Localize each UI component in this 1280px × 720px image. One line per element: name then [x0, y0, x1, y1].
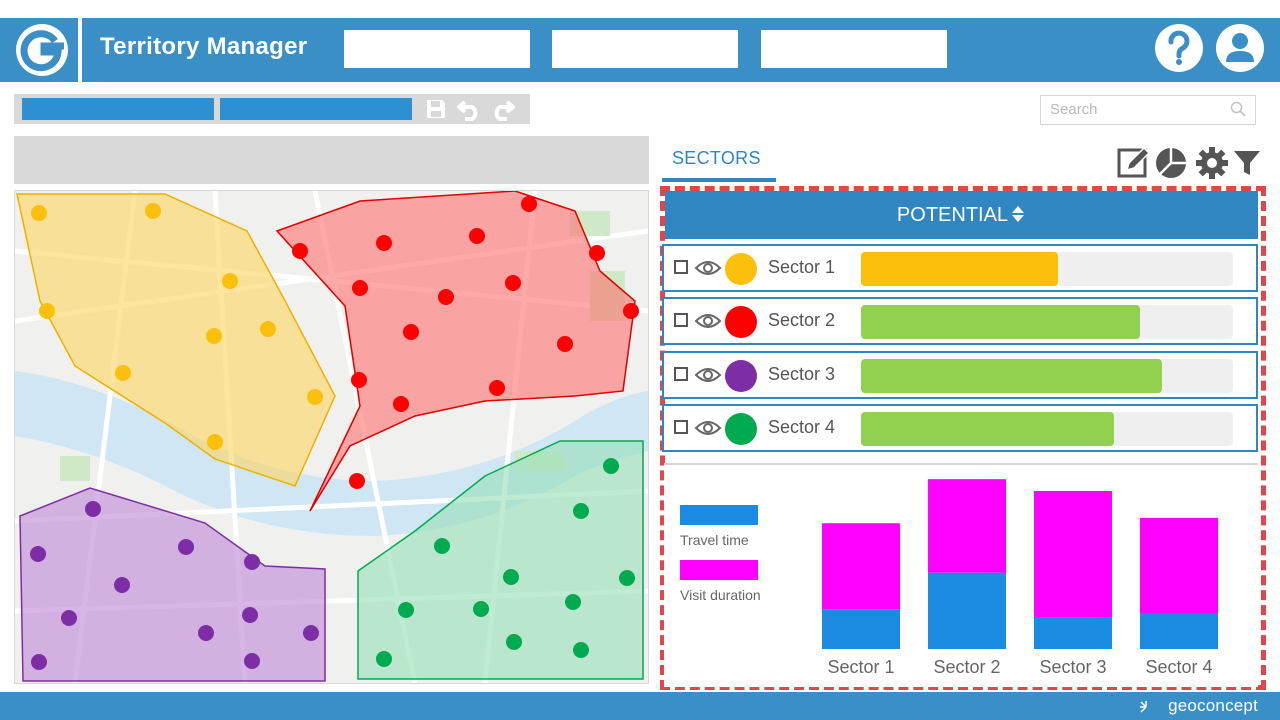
bar-travel-time — [1034, 617, 1112, 649]
sector-color-swatch — [725, 360, 757, 392]
gear-icon[interactable] — [1195, 146, 1229, 185]
sector-row[interactable]: Sector 1 — [662, 244, 1258, 292]
sector-4-polygon[interactable] — [357, 440, 644, 680]
sector-name: Sector 3 — [768, 364, 836, 384]
x-tick-label: Sector 4 — [1145, 657, 1212, 677]
sector-checkbox[interactable] — [674, 260, 688, 274]
territory-map[interactable] — [14, 190, 649, 684]
sector-2-polygon[interactable] — [275, 190, 636, 512]
potential-bar-track — [861, 305, 1233, 339]
potential-bar-track — [861, 252, 1233, 286]
potential-bar-fill — [861, 359, 1163, 393]
sector-row[interactable]: Sector 4 — [662, 404, 1258, 452]
filter-icon[interactable] — [1232, 148, 1262, 183]
potential-bar-fill — [861, 412, 1114, 446]
sector-checkbox[interactable] — [674, 367, 688, 381]
app-logo[interactable] — [6, 18, 76, 82]
user-account-button[interactable] — [1216, 24, 1264, 72]
edit-icon[interactable] — [1117, 146, 1151, 185]
bar-visit-duration — [822, 523, 900, 610]
potential-header-label: POTENTIAL — [896, 204, 1009, 226]
sector-name: Sector 4 — [768, 417, 836, 437]
x-tick-label: Sector 3 — [1039, 657, 1106, 677]
sector-1-customers — [31, 203, 323, 450]
sector-checkbox[interactable] — [674, 313, 688, 327]
map-canvas[interactable] — [14, 190, 649, 684]
visibility-eye-icon[interactable] — [694, 311, 722, 336]
potential-bar-fill — [861, 305, 1140, 339]
sector-row[interactable]: Sector 3 — [662, 351, 1258, 399]
sector-1-polygon[interactable] — [16, 193, 336, 487]
sector-3-polygon[interactable] — [19, 487, 326, 682]
app-title: Territory Manager — [100, 33, 308, 60]
app-footer — [0, 692, 1280, 720]
header-field-2[interactable] — [552, 30, 738, 68]
bar-travel-time — [822, 609, 900, 649]
user-icon — [1226, 33, 1254, 62]
geoconcept-logo-icon — [1138, 699, 1154, 720]
bar-visit-duration — [928, 479, 1006, 573]
sort-arrows-icon[interactable] — [1010, 204, 1026, 224]
potential-bar-fill — [861, 252, 1059, 286]
sector-color-swatch — [725, 413, 757, 445]
bar-visit-duration — [1034, 490, 1112, 618]
map-title-bar — [14, 136, 649, 184]
search-input[interactable] — [1040, 95, 1256, 125]
legend-label: Travel time — [680, 532, 749, 548]
visibility-eye-icon[interactable] — [694, 365, 722, 390]
sector-4-customers — [376, 458, 635, 667]
pie-chart-icon[interactable] — [1154, 146, 1188, 185]
sector-2-customers — [292, 196, 639, 489]
legend-swatch — [680, 560, 758, 580]
header-field-3[interactable] — [761, 30, 947, 68]
header-divider — [78, 18, 82, 82]
potential-bar-track — [861, 359, 1233, 393]
help-button[interactable] — [1155, 24, 1203, 72]
legend-label: Visit duration — [680, 587, 761, 603]
legend-swatch — [680, 505, 758, 525]
tab-active-indicator — [662, 178, 776, 182]
sector-color-swatch — [725, 253, 757, 285]
sector-name: Sector 1 — [768, 257, 836, 277]
potential-column-header[interactable]: POTENTIAL — [665, 191, 1258, 239]
bar-travel-time — [1140, 613, 1218, 649]
potential-bar-track — [861, 412, 1233, 446]
bar-visit-duration — [1140, 517, 1218, 614]
header-field-1[interactable] — [344, 30, 530, 68]
footer-brand: geoconcept — [1168, 696, 1258, 715]
x-tick-label: Sector 1 — [827, 657, 894, 677]
redo-icon[interactable] — [488, 97, 516, 126]
visibility-eye-icon[interactable] — [694, 418, 722, 443]
visibility-eye-icon[interactable] — [694, 258, 722, 283]
save-icon[interactable] — [424, 97, 448, 126]
logo-g-icon — [16, 24, 68, 76]
search-placeholder: Search — [1050, 101, 1098, 118]
stacked-bar-chart: Travel time Visit duration Sector 1 Sector … — [680, 479, 1218, 677]
x-tick-label: Sector 2 — [933, 657, 1000, 677]
sector-chart-panel: Travel time Visit duration Sector 1 Sector … — [664, 463, 1258, 687]
sector-name: Sector 2 — [768, 310, 836, 330]
sector-checkbox[interactable] — [674, 420, 688, 434]
search-icon[interactable] — [1230, 101, 1246, 122]
undo-icon[interactable] — [456, 97, 484, 126]
question-mark-icon — [1168, 30, 1190, 65]
toolbar-field-2[interactable] — [220, 98, 412, 120]
tab-sectors[interactable]: SECTORS — [672, 148, 761, 168]
sector-color-swatch — [725, 306, 757, 338]
sector-3-customers — [30, 501, 319, 670]
toolbar-field-1[interactable] — [22, 98, 214, 120]
bar-travel-time — [928, 572, 1006, 649]
sector-row[interactable]: Sector 2 — [662, 297, 1258, 345]
